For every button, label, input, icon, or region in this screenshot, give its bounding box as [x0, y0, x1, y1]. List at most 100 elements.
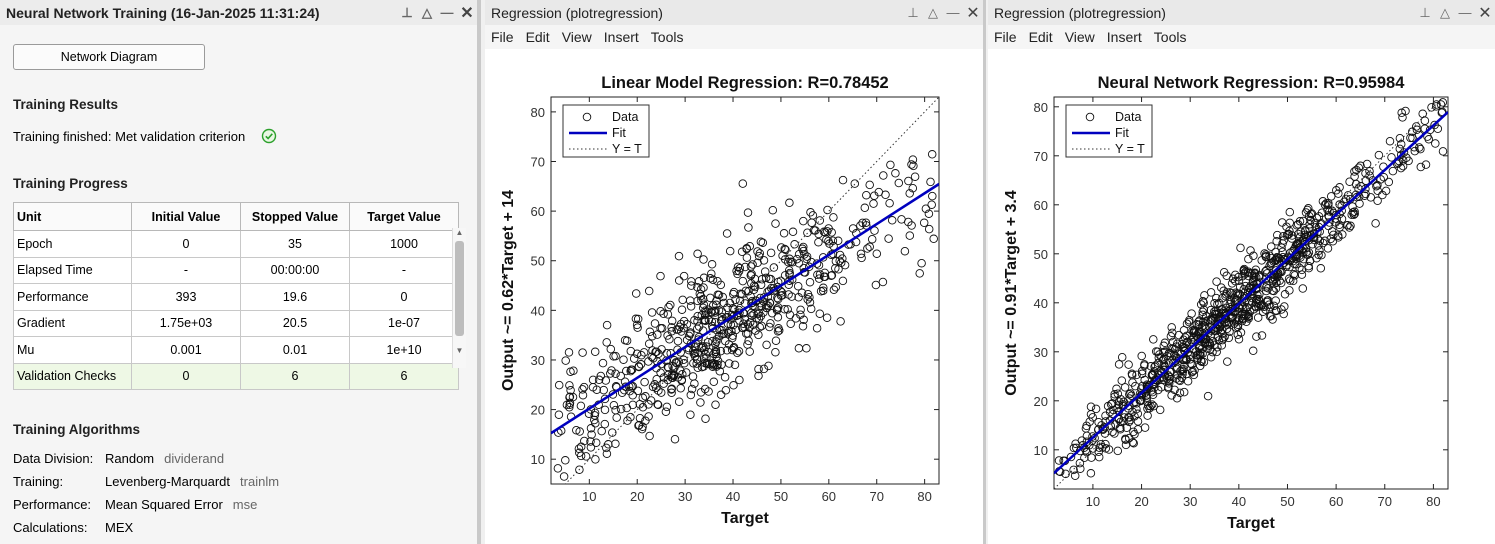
- menu-view[interactable]: View: [1064, 29, 1095, 45]
- y-tick-label: 80: [531, 105, 545, 120]
- data-point: [924, 209, 934, 218]
- data-point: [1120, 383, 1130, 392]
- close-icon[interactable]: ✕: [1478, 4, 1492, 22]
- data-point: [553, 464, 563, 473]
- regression-titlebar: Regression (plotregression) ⊥ △ — ✕: [485, 0, 983, 25]
- menu-file[interactable]: File: [994, 29, 1017, 45]
- network-diagram-button[interactable]: Network Diagram: [13, 44, 205, 70]
- data-point: [1086, 402, 1096, 411]
- data-point: [1258, 307, 1268, 316]
- table-row: Validation Checks 0 6 6: [13, 362, 459, 390]
- data-point: [1378, 190, 1387, 200]
- scroll-thumb[interactable]: [455, 241, 464, 336]
- data-point: [712, 352, 721, 361]
- scroll-down-icon[interactable]: ▼: [455, 346, 464, 355]
- close-icon[interactable]: ✕: [460, 4, 474, 22]
- data-point: [1178, 367, 1188, 376]
- data-point: [1124, 401, 1133, 410]
- data-point: [1305, 220, 1314, 229]
- regression-window-title: Regression (plotregression): [994, 4, 1166, 21]
- legend-label: Data: [1115, 110, 1141, 124]
- menu-tools[interactable]: Tools: [650, 29, 684, 45]
- menu-insert[interactable]: Insert: [1106, 29, 1142, 45]
- data-point: [1127, 369, 1137, 379]
- close-icon[interactable]: ✕: [966, 4, 980, 22]
- data-point: [626, 412, 635, 422]
- data-point: [1164, 377, 1173, 386]
- data-point: [907, 221, 916, 230]
- progress-table-container: Unit Initial Value Stopped Value Target …: [13, 202, 466, 390]
- data-point: [1111, 420, 1120, 429]
- data-point: [1207, 315, 1216, 325]
- data-point: [1356, 182, 1366, 191]
- data-point: [763, 301, 773, 311]
- data-point: [815, 216, 825, 225]
- x-tick-label: 40: [1232, 494, 1246, 509]
- data-point: [1427, 103, 1436, 112]
- data-point: [823, 205, 832, 215]
- data-point: [609, 352, 618, 361]
- data-point: [783, 305, 792, 314]
- data-point: [744, 223, 753, 232]
- data-point: [596, 371, 606, 381]
- data-point: [1206, 314, 1215, 324]
- data-point: [1227, 313, 1236, 323]
- figure-menubar: File Edit View Insert Tools: [988, 25, 1495, 49]
- data-point: [1289, 269, 1298, 279]
- data-point: [1114, 360, 1124, 369]
- check-circle-icon: [261, 128, 277, 144]
- y-tick-label: 60: [1034, 198, 1048, 213]
- data-point: [628, 391, 637, 400]
- menu-tools[interactable]: Tools: [1153, 29, 1187, 45]
- minimize-icon[interactable]: —: [1458, 5, 1472, 20]
- algo-key: Data Division:: [13, 451, 94, 466]
- table-scrollbar[interactable]: ▲ ▼: [452, 228, 466, 368]
- y-tick-label: 50: [531, 254, 545, 269]
- data-point: [1212, 347, 1221, 357]
- data-point: [799, 315, 808, 325]
- undock-icon[interactable]: △: [1440, 4, 1450, 20]
- data-point: [1148, 379, 1158, 389]
- data-point: [1416, 162, 1426, 172]
- data-point: [1277, 267, 1286, 277]
- algo-value: MEX: [105, 520, 134, 535]
- data-point: [794, 293, 803, 302]
- menu-file[interactable]: File: [491, 29, 514, 45]
- minimize-icon[interactable]: —: [440, 5, 454, 20]
- data-point: [910, 172, 920, 181]
- minimize-icon[interactable]: —: [946, 5, 960, 20]
- pin-icon[interactable]: ⊥: [401, 4, 413, 20]
- data-point: [746, 271, 756, 280]
- data-point: [670, 356, 679, 365]
- x-tick-label: 70: [869, 489, 883, 504]
- scroll-up-icon[interactable]: ▲: [455, 228, 464, 237]
- data-point: [1421, 160, 1431, 169]
- pin-icon[interactable]: ⊥: [1419, 4, 1431, 20]
- data-point: [724, 327, 734, 336]
- data-point: [1313, 234, 1323, 244]
- data-point: [745, 318, 755, 327]
- menu-edit[interactable]: Edit: [1028, 29, 1053, 45]
- training-titlebar: Neural Network Training (16-Jan-2025 11:…: [0, 0, 477, 25]
- data-point: [1198, 297, 1208, 306]
- data-point: [1312, 213, 1322, 223]
- data-point: [600, 394, 610, 404]
- menu-edit[interactable]: Edit: [525, 29, 550, 45]
- data-point: [926, 177, 935, 187]
- undock-icon[interactable]: △: [928, 4, 938, 20]
- data-point: [721, 385, 731, 395]
- menu-insert[interactable]: Insert: [603, 29, 639, 45]
- menu-view[interactable]: View: [561, 29, 592, 45]
- legend-box: [1065, 104, 1153, 158]
- data-point: [1343, 220, 1352, 230]
- data-point: [1274, 257, 1283, 266]
- data-point: [879, 171, 888, 180]
- data-point: [711, 400, 720, 409]
- pin-icon[interactable]: ⊥: [907, 4, 919, 20]
- data-point: [1196, 356, 1206, 366]
- data-point: [576, 451, 586, 461]
- data-point: [667, 323, 676, 332]
- undock-icon[interactable]: △: [422, 4, 432, 20]
- data-point: [591, 455, 600, 464]
- data-point: [663, 331, 672, 340]
